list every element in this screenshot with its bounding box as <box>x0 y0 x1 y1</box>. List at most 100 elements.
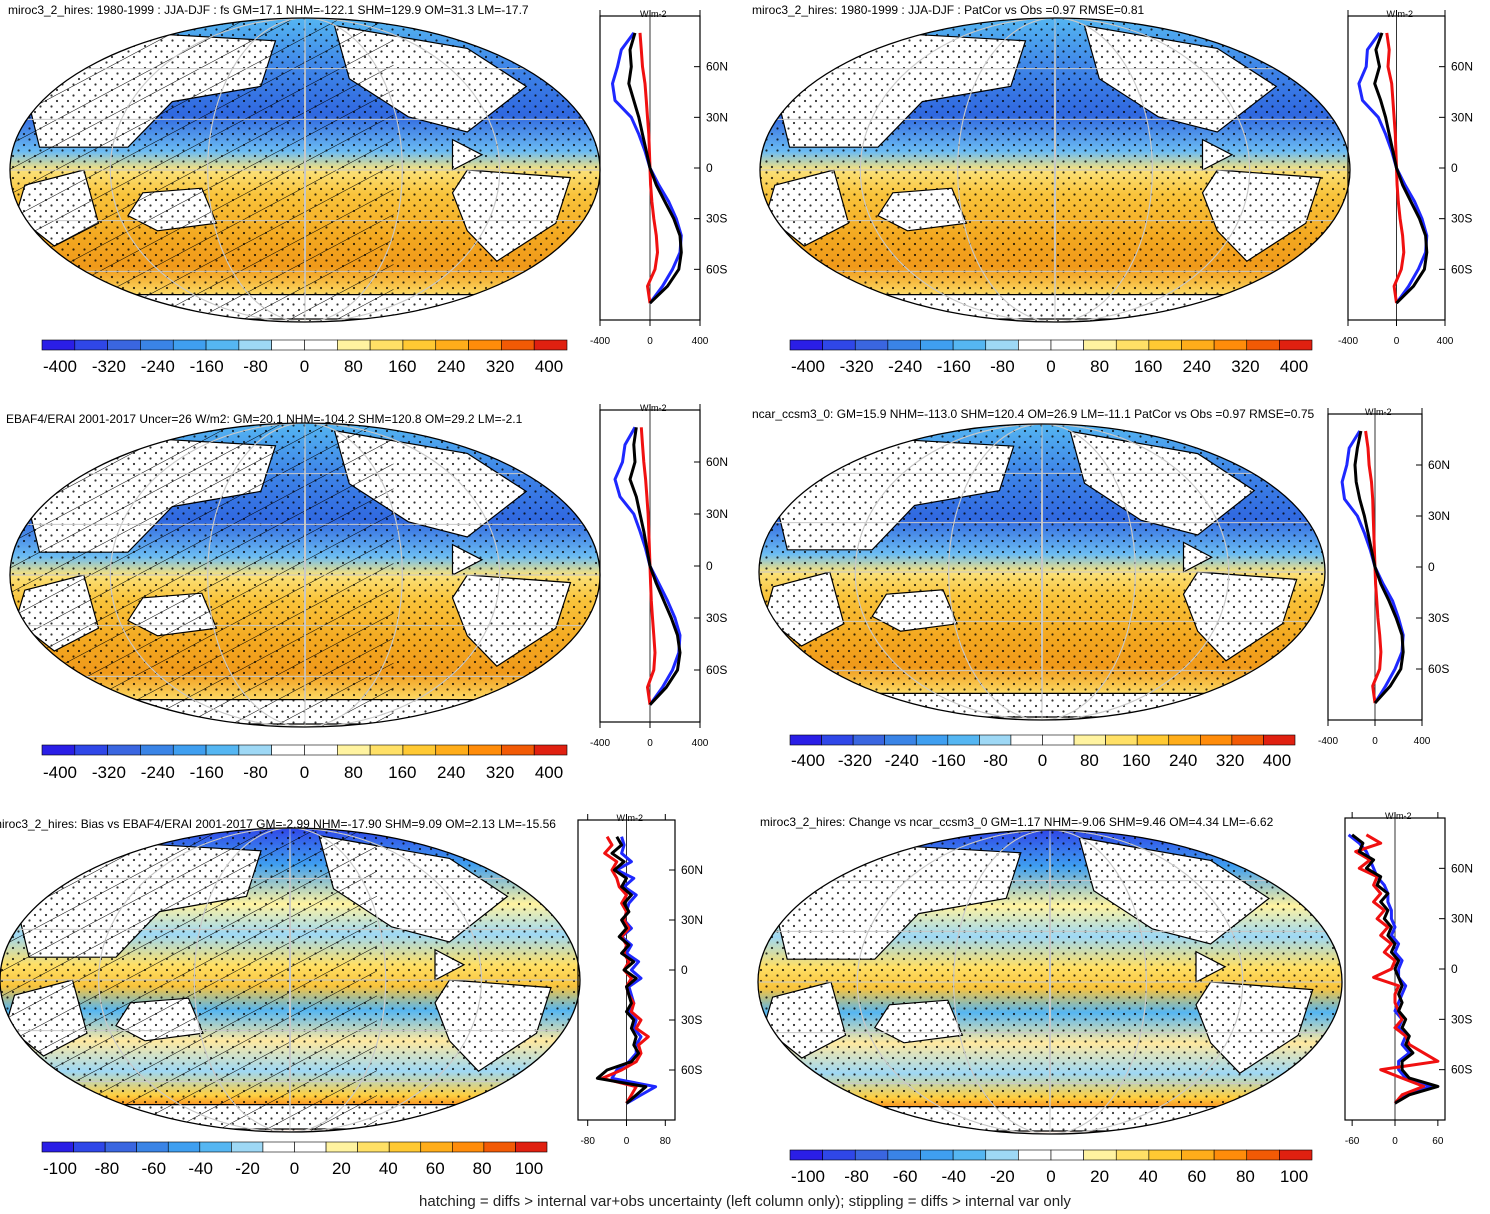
colorbar-swatch <box>887 339 921 351</box>
colorbar-tick-label: -40 <box>188 1159 213 1178</box>
colorbar-swatch <box>231 1141 264 1153</box>
colorbar-swatch <box>501 744 535 756</box>
colorbar-tick-label: -160 <box>932 751 966 770</box>
colorbar-swatch <box>852 734 885 746</box>
colorbar-swatch <box>104 1141 137 1153</box>
colorbar-swatch <box>136 1141 169 1153</box>
graticule-line <box>289 828 291 1132</box>
colorbar-tick-label: 240 <box>437 357 465 376</box>
colorbar-swatch <box>1279 339 1313 351</box>
panel-title: miroc3_2_hires: Bias vs EBAF4/ERAI 2001-… <box>0 817 556 831</box>
colorbar-swatch <box>854 1149 889 1161</box>
colorbar: -100 -80 -60 -40 -20 0 20 40 60 80 100 <box>41 1141 548 1178</box>
colorbar-swatch <box>388 1141 422 1153</box>
colorbar-swatch <box>1115 1149 1150 1161</box>
colorbar-swatch <box>854 339 889 351</box>
colorbar-swatch <box>515 1141 548 1153</box>
colorbar-swatch <box>402 744 437 756</box>
colorbar-tick-label: -400 <box>791 751 825 770</box>
colorbar-swatch <box>789 339 823 351</box>
zonal-mean-profile: W m-2 -60 0 60 60N 30N 0 30S 60S <box>1344 811 1473 1147</box>
colorbar-tick-label: 160 <box>388 357 416 376</box>
colorbar-swatch <box>107 744 141 756</box>
profile-unit: W m-2 <box>1365 407 1392 417</box>
colorbar-swatch <box>979 734 1012 746</box>
colorbar-swatch <box>822 339 856 351</box>
colorbar-tick-label: -240 <box>888 357 922 376</box>
colorbar-swatch <box>1115 339 1150 351</box>
colorbar-tick-label: 60 <box>1187 1167 1206 1186</box>
colorbar-tick-label: 80 <box>1236 1167 1255 1186</box>
colorbar-swatch <box>1213 339 1248 351</box>
colorbar-tick-label: -160 <box>937 357 971 376</box>
colorbar-tick-label: -40 <box>942 1167 967 1186</box>
colorbar-swatch <box>1263 734 1296 746</box>
profile-line-blue <box>1357 32 1429 304</box>
graticule-line <box>109 423 501 727</box>
colorbar: -400 -320 -240 -160 -80 0 80 160 240 320 400 <box>789 734 1296 770</box>
colorbar-tick-label: 40 <box>1139 1167 1158 1186</box>
colorbar-swatch <box>985 1149 1019 1161</box>
colorbar-swatch <box>1181 1149 1215 1161</box>
y-tick-label: 30S <box>681 1013 702 1027</box>
colorbar-swatch <box>1168 734 1201 746</box>
colorbar-swatch <box>1148 339 1182 351</box>
colorbar-tick-label: -80 <box>243 357 268 376</box>
x-tick-label: -400 <box>1338 336 1358 347</box>
x-tick-label: 400 <box>1414 736 1431 747</box>
colorbar-swatch <box>533 744 568 756</box>
colorbar-tick-label: 160 <box>1122 751 1150 770</box>
panel-title: miroc3_2_hires: Change vs ncar_ccsm3_0 G… <box>760 815 1274 829</box>
colorbar-tick-label: 0 <box>1038 751 1047 770</box>
world-map <box>9 17 601 323</box>
y-tick-label: 0 <box>1428 560 1435 574</box>
y-tick-label: 30S <box>1428 611 1449 625</box>
panel-p2: miroc3_2_hires: 1980-1999 : JJA-DJF : Pa… <box>752 3 1473 376</box>
colorbar-swatch <box>435 339 469 351</box>
graticule-line <box>304 423 306 727</box>
profile-unit: W m-2 <box>640 9 667 19</box>
colorbar-swatch <box>1018 339 1052 351</box>
colorbar-tick-label: -80 <box>95 1159 120 1178</box>
colorbar-tick-label: -100 <box>43 1159 77 1178</box>
colorbar-swatch <box>294 1141 327 1153</box>
colorbar-swatch <box>205 744 240 756</box>
colorbar: -400 -320 -240 -160 -80 0 80 160 240 320 400 <box>41 744 568 782</box>
colorbar-swatch <box>920 339 954 351</box>
graticule-line <box>207 18 403 322</box>
profile-line-blue <box>610 836 658 1105</box>
colorbar-swatch <box>140 744 174 756</box>
colorbar-swatch <box>1246 339 1280 351</box>
colorbar-tick-label: -20 <box>235 1159 260 1178</box>
colorbar-tick-label: 240 <box>1183 357 1211 376</box>
colorbar-swatch <box>789 1149 823 1161</box>
colorbar-tick-label: -160 <box>190 763 224 782</box>
panel-title: miroc3_2_hires: 1980-1999 : JJA-DJF : Pa… <box>752 3 1145 17</box>
colorbar-tick-label: -320 <box>840 357 874 376</box>
y-tick-label: 60N <box>681 863 703 877</box>
colorbar-tick-label: 80 <box>1090 357 1109 376</box>
colorbar: -400 -320 -240 -160 -80 0 80 160 240 320 400 <box>789 339 1313 376</box>
graticule-line <box>948 424 1136 720</box>
colorbar-swatch <box>238 744 272 756</box>
colorbar-swatch <box>1083 339 1117 351</box>
colorbar-swatch <box>1148 1149 1182 1161</box>
y-tick-label: 30N <box>1451 912 1473 926</box>
colorbar-tick-label: 0 <box>300 357 309 376</box>
colorbar-tick-label: 80 <box>344 763 363 782</box>
colorbar-swatch <box>1181 339 1215 351</box>
colorbar-swatch <box>271 339 305 351</box>
colorbar-swatch <box>420 1141 453 1153</box>
figure-footnote: hatching = diffs > internal var+obs unce… <box>419 1193 1071 1210</box>
y-tick-label: 30S <box>1451 1012 1472 1026</box>
x-tick-label: 0 <box>624 1136 630 1147</box>
graticule-line <box>1049 830 1051 1134</box>
x-tick-label: 0 <box>1392 1136 1398 1147</box>
colorbar-swatch <box>1136 734 1170 746</box>
profile-line-red <box>1364 430 1383 704</box>
x-tick-label: -80 <box>580 1136 595 1147</box>
profile-line-red <box>639 427 657 705</box>
colorbar-swatch <box>140 339 174 351</box>
y-tick-label: 30N <box>1451 110 1473 124</box>
